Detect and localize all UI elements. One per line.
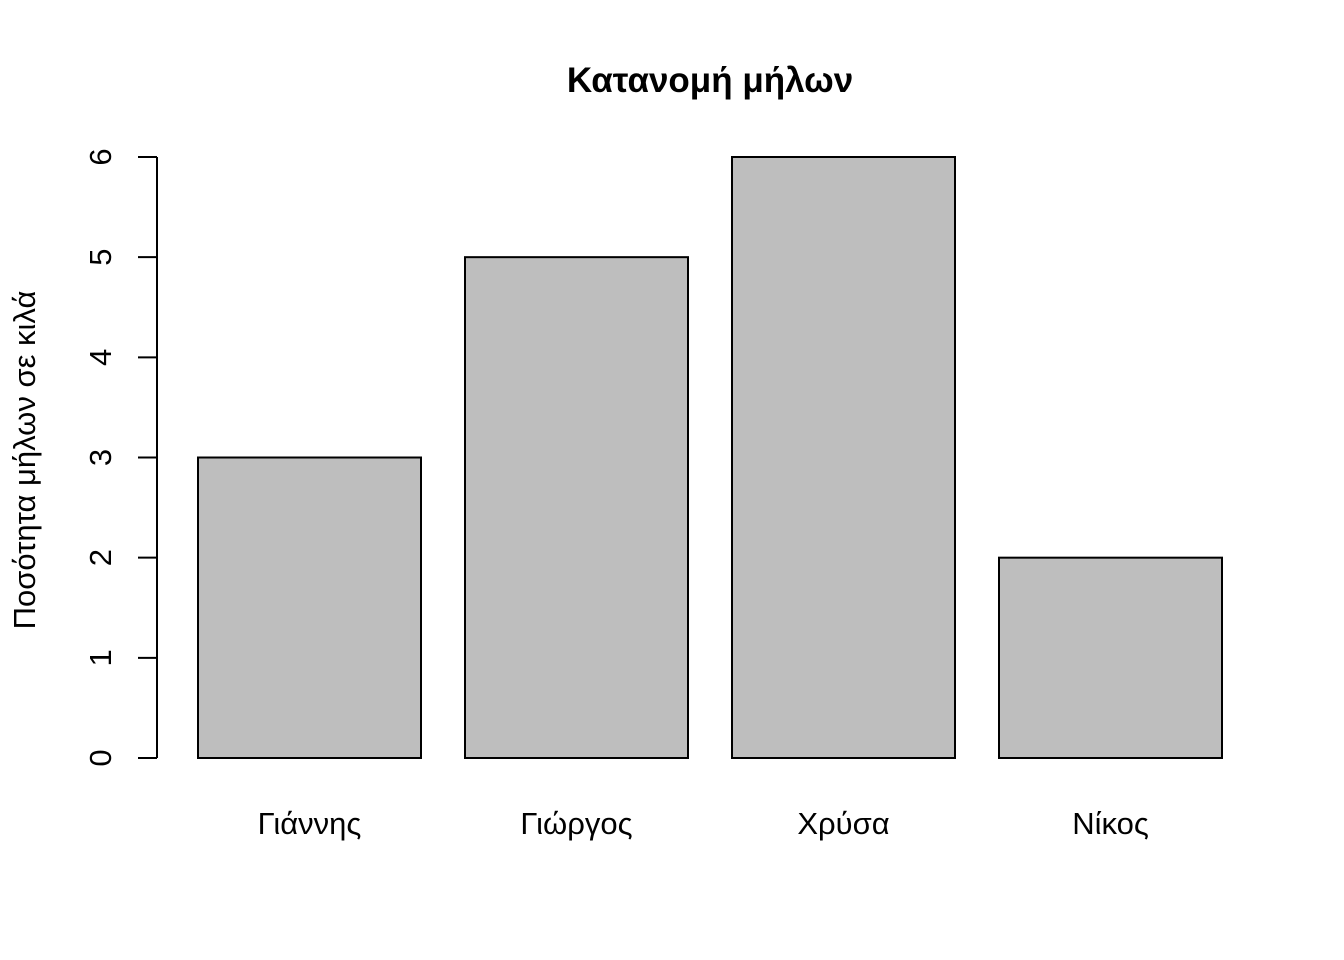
bar	[998, 556, 1223, 760]
y-tick-label: 5	[83, 249, 118, 266]
y-tick-label: 4	[83, 349, 118, 366]
y-axis: 0 1 2 3 4 5 6	[83, 148, 158, 767]
bar	[197, 456, 422, 759]
y-tick-label: 2	[83, 549, 118, 566]
x-category-label: Χρύσα	[797, 806, 889, 841]
bars-group	[197, 156, 1223, 760]
y-tick-label: 1	[83, 649, 118, 666]
x-category-label: Νίκος	[1072, 806, 1149, 841]
chart-title: Κατανομή μήλων	[567, 61, 853, 100]
y-tick-label: 6	[83, 148, 118, 165]
x-category-label: Γιώργος	[520, 806, 632, 841]
y-tick-label: 3	[83, 449, 118, 466]
category-labels: Γιάννης Γιώργος Χρύσα Νίκος	[258, 806, 1149, 841]
x-category-label: Γιάννης	[258, 806, 362, 841]
bar	[731, 156, 956, 759]
bar	[464, 256, 689, 759]
y-axis-label: Ποσότητα μήλων σε κιλά	[7, 291, 42, 630]
y-tick-label: 0	[83, 749, 118, 766]
